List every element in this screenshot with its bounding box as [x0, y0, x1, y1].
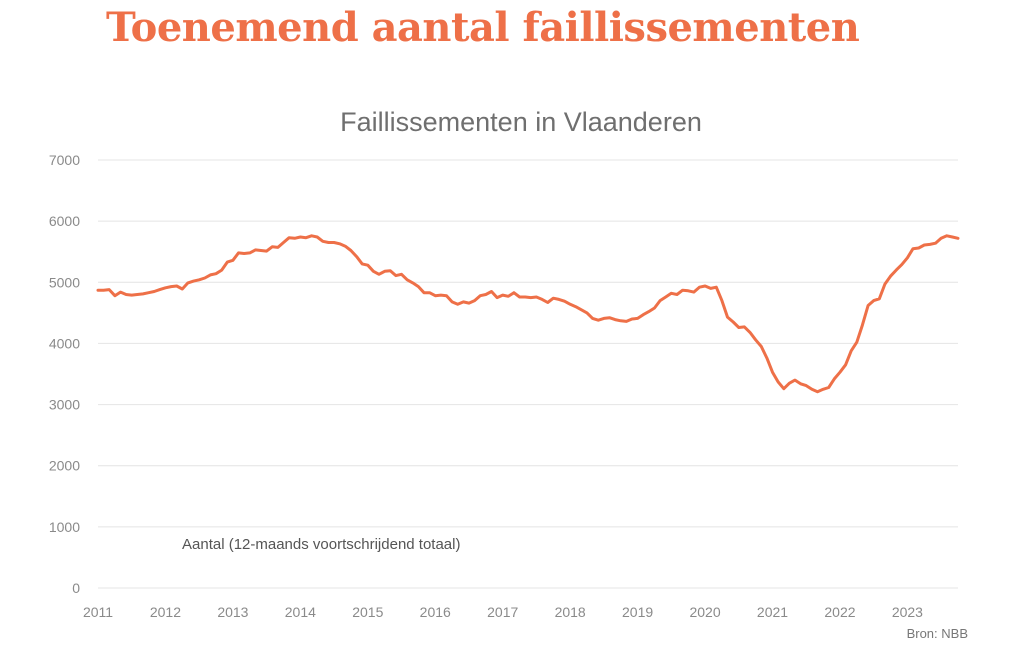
source-note: Bron: NBB: [907, 626, 968, 641]
y-tick-label: 7000: [49, 152, 80, 168]
y-axis-ticks: 0 1000 2000 3000 4000 5000 6000 7000: [49, 152, 80, 596]
x-tick-label: 2018: [555, 604, 586, 620]
x-tick-label: 2016: [420, 604, 451, 620]
gridlines: [98, 159, 958, 589]
x-tick-label: 2021: [757, 604, 788, 620]
x-tick-label: 2020: [689, 604, 720, 620]
x-tick-label: 2011: [83, 604, 113, 620]
headline: Toenemend aantal faillissementen: [106, 4, 860, 51]
x-tick-label: 2015: [352, 604, 383, 620]
x-axis-ticks: 2011 2012 2013 2014 2015 2016 2017 2018 2019 2020…: [83, 604, 923, 620]
y-tick-label: 3000: [49, 397, 80, 413]
x-tick-label: 2014: [285, 604, 316, 620]
x-tick-label: 2022: [824, 604, 855, 620]
x-tick-label: 2023: [892, 604, 923, 620]
chart-title: Faillissementen in Vlaanderen: [340, 107, 702, 137]
y-tick-label: 0: [72, 580, 80, 596]
y-tick-label: 6000: [49, 213, 80, 229]
series-line: [96, 234, 960, 394]
y-tick-label: 1000: [49, 519, 80, 535]
x-tick-label: 2013: [217, 604, 248, 620]
y-tick-label: 2000: [49, 458, 80, 474]
x-tick-label: 2017: [487, 604, 518, 620]
x-tick-label: 2019: [622, 604, 653, 620]
series-annotation: Aantal (12-maands voortschrijdend totaal…: [182, 536, 460, 553]
y-tick-label: 5000: [49, 274, 80, 290]
y-tick-label: 4000: [49, 335, 80, 351]
x-tick-label: 2012: [150, 604, 181, 620]
